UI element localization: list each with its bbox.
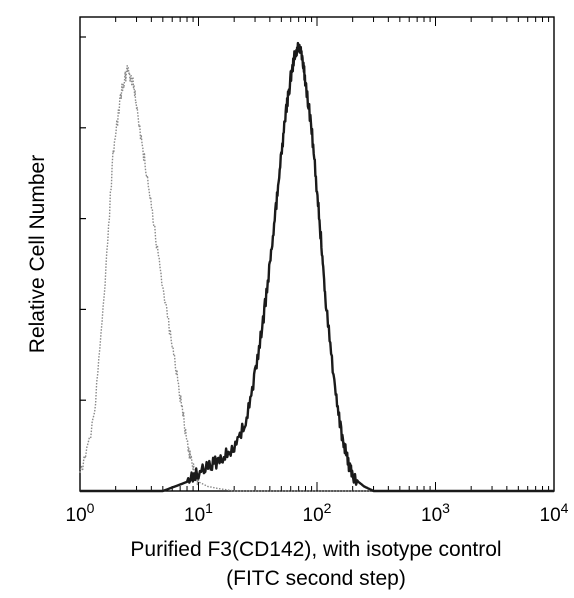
x-tick-label-3: 103 [421, 500, 450, 526]
y-axis-ticks [80, 36, 86, 492]
y-axis-label: Relative Cell Number [26, 155, 49, 353]
x-axis-ticks [79, 17, 550, 491]
plot-frame [79, 16, 555, 492]
x-tick-label-1: 101 [184, 500, 213, 526]
x-axis-label-line2: (FITC second step) [226, 567, 406, 590]
x-axis-label: Purified F3(CD142), with isotype control [130, 538, 501, 561]
x-axis-tick-labels: 100 101 102 103 104 [66, 500, 569, 526]
f3-cd142-histogram-line [80, 41, 554, 493]
x-tick-label-0: 100 [66, 500, 95, 526]
series-layer [79, 41, 554, 493]
x-tick-label-4: 104 [540, 500, 569, 526]
isotype-control-histogram-line [79, 65, 554, 492]
x-tick-label-2: 102 [303, 500, 332, 526]
